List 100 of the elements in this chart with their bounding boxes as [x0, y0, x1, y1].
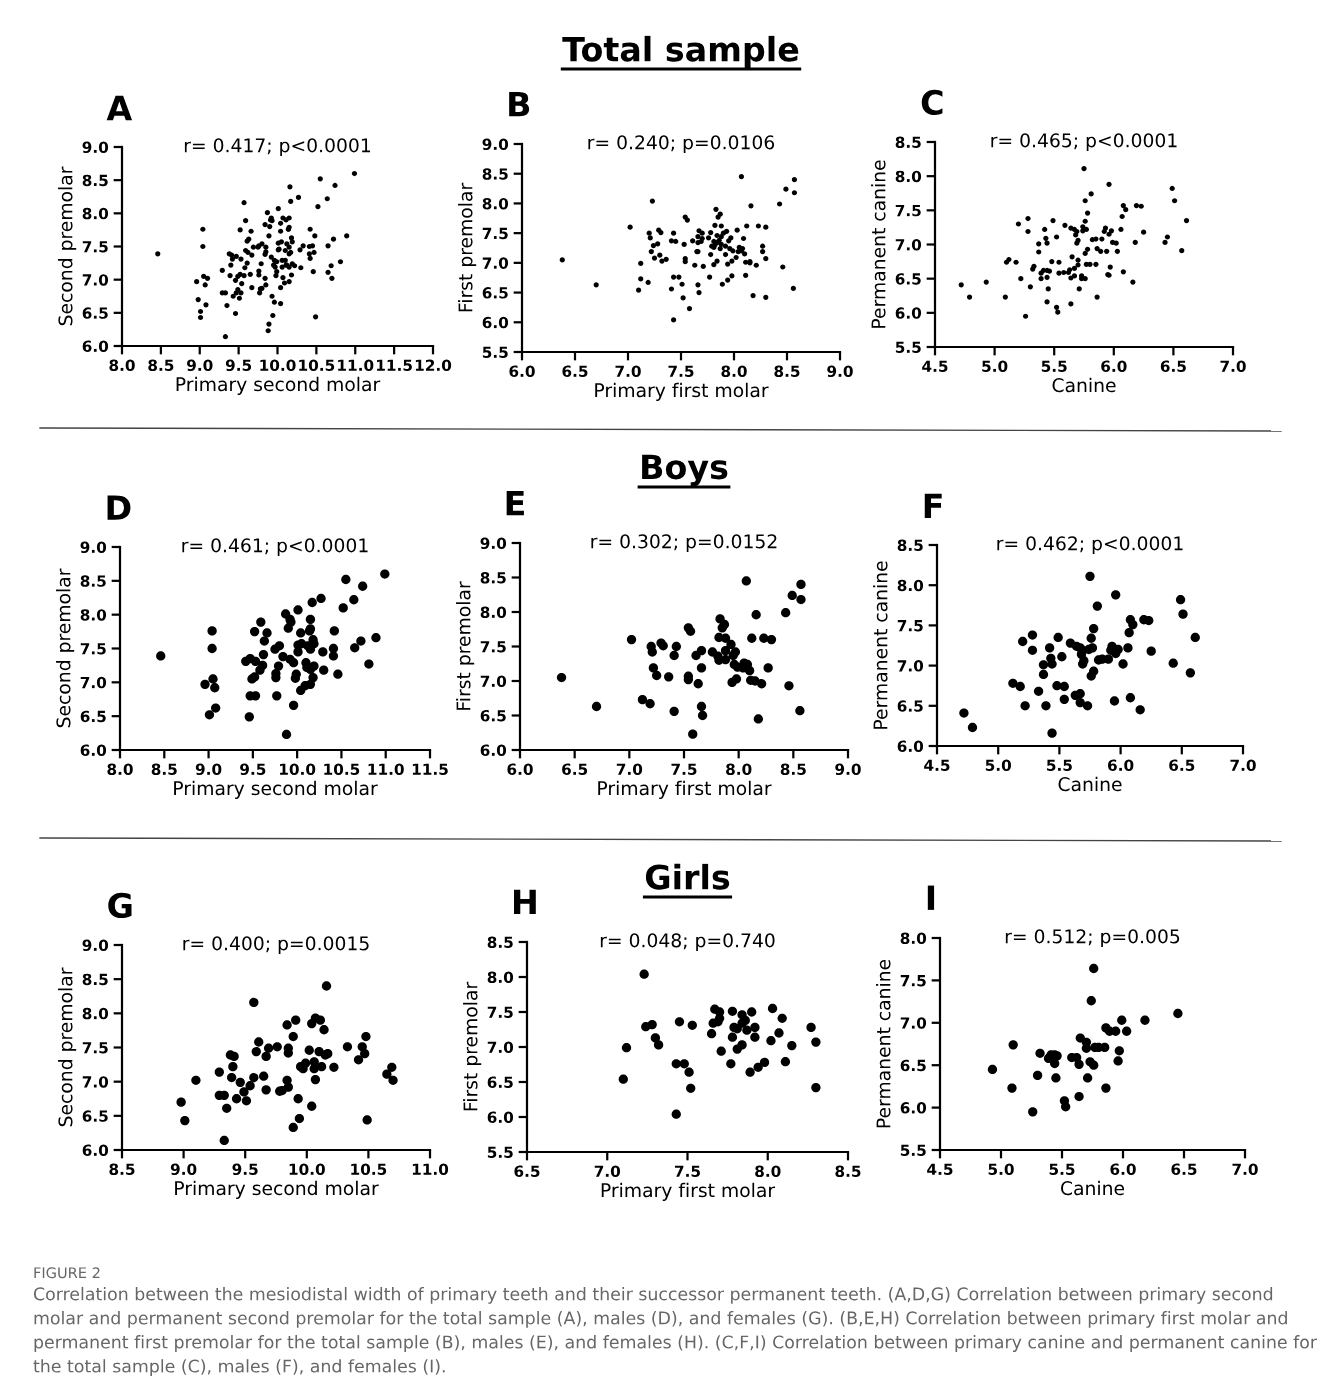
y-tick-label: 7.5 [487, 1006, 513, 1019]
y-tick-label: 8.0 [82, 207, 109, 220]
x-tick-label: 6.5 [514, 1165, 540, 1178]
x-tick-label: 6.5 [1171, 1163, 1197, 1176]
x-tick-label: 10.5 [324, 763, 360, 776]
x-tick-label: 12.0 [415, 359, 452, 372]
chart-subtitle: Total sample [562, 35, 799, 69]
x-axis-title: Primary second molar [175, 1180, 379, 1199]
x-tick-label: 7.0 [1220, 360, 1246, 373]
x-tick-label: 8.0 [721, 365, 747, 378]
x-axis-title: Primary second molar [176, 376, 381, 395]
y-tick-label: 7.0 [897, 660, 924, 672]
y-tick-label: 6.0 [487, 1111, 514, 1124]
y-tick-label: 6.0 [482, 316, 509, 329]
annotation: r= 0.048; p=0.740 [600, 933, 775, 952]
y-axis-title: First premolar [458, 182, 477, 312]
x-axis-title: Canine [1061, 1180, 1125, 1196]
x-tick-label: 9.0 [827, 365, 853, 378]
x-tick-label: 5.5 [1049, 1163, 1075, 1176]
x-axis-title: Canine [1058, 776, 1122, 792]
chart-title: A [106, 95, 133, 121]
x-tick-label: 8.5 [774, 365, 800, 378]
x-tick-label: 6.5 [562, 763, 588, 776]
y-tick-label: 7.5 [80, 643, 106, 655]
x-tick-label: 11.0 [412, 1163, 449, 1176]
x-tick-label: 8.5 [148, 359, 174, 372]
y-tick-label: 7.0 [895, 238, 922, 251]
y-axis-title: Second premolar [56, 568, 75, 728]
y-tick-label: 9.0 [82, 939, 109, 952]
x-axis-title: Primary first molar [601, 1182, 776, 1201]
x-tick-label: 5.5 [1047, 759, 1072, 772]
x-tick-label: 9.0 [170, 1163, 197, 1176]
y-tick-label: 6.0 [480, 744, 507, 757]
x-axis-title: Canine [1052, 377, 1116, 393]
y-axis-title: Permanent canine [871, 160, 886, 328]
x-tick-label: 10.5 [351, 1163, 387, 1176]
x-tick-label: 7.0 [1230, 759, 1256, 772]
x-tick-label: 6.0 [1108, 759, 1134, 772]
y-axis-title: Permanent canine [876, 959, 891, 1128]
x-tick-label: 9.0 [187, 359, 213, 372]
chart-title: B [509, 91, 530, 117]
annotation: r= 0.462; p<0.0001 [997, 536, 1183, 555]
y-tick-label: 6.0 [895, 307, 922, 319]
x-tick-label: 10.0 [280, 763, 316, 776]
y-axis-title: Permanent canine [873, 561, 888, 729]
chart-subtitle: Boys [642, 454, 728, 487]
y-axis-title: Second premolar [58, 166, 77, 326]
y-tick-label: 7.0 [82, 1076, 109, 1088]
y-tick-label: 9.0 [480, 537, 507, 550]
y-tick-label: 5.5 [482, 346, 508, 359]
y-tick-label: 9.0 [80, 541, 107, 554]
y-tick-label: 8.5 [82, 973, 108, 986]
y-tick-label: 6.5 [480, 709, 506, 722]
y-tick-label: 7.0 [82, 274, 109, 286]
chart-title: C [921, 89, 943, 116]
x-axis-title: Primary first molar [595, 382, 769, 401]
x-tick-label: 5.0 [988, 1163, 1014, 1176]
chart-title: H [514, 889, 536, 915]
y-tick-label: 8.5 [487, 936, 513, 949]
y-tick-label: 6.0 [82, 1144, 109, 1157]
x-tick-label: 5.0 [982, 360, 1008, 373]
annotation: r= 0.417; p<0.0001 [184, 138, 371, 157]
x-tick-label: 8.0 [755, 1165, 781, 1178]
x-axis-title: Primary second molar [174, 780, 378, 799]
x-tick-label: 7.5 [671, 763, 697, 776]
annotation: r= 0.240; p=0.0106 [588, 135, 775, 154]
annotation: r= 0.461; p<0.0001 [182, 538, 368, 557]
y-tick-label: 6.5 [900, 1059, 926, 1072]
y-tick-label: 8.5 [80, 575, 106, 587]
y-tick-label: 5.5 [900, 1144, 926, 1157]
annotation: r= 0.302; p=0.0152 [591, 534, 777, 553]
x-tick-label: 6.0 [1110, 1163, 1136, 1176]
x-tick-label: 6.0 [507, 763, 533, 776]
chart-subtitle: Girls [645, 863, 730, 890]
caption: FIGURE 2 [34, 1267, 100, 1279]
x-tick-label: 8.5 [835, 1165, 861, 1178]
y-tick-label: 6.0 [897, 740, 924, 753]
y-tick-label: 8.5 [480, 571, 506, 584]
x-tick-label: 4.5 [922, 360, 948, 373]
y-tick-label: 7.5 [900, 975, 926, 987]
x-tick-label: 6.0 [509, 365, 535, 378]
annotation: r= 0.465; p<0.0001 [991, 133, 1177, 152]
chart-title: E [506, 491, 524, 516]
y-tick-label: 8.0 [480, 606, 507, 619]
chart-title: D [107, 495, 131, 520]
x-tick-label: 9.0 [835, 763, 861, 776]
y-tick-label: 6.0 [80, 744, 107, 757]
x-tick-label: 8.5 [780, 763, 806, 776]
y-tick-label: 7.5 [480, 641, 506, 653]
x-tick-label: 10.5 [299, 359, 335, 372]
x-tick-label: 11.5 [412, 763, 448, 776]
y-tick-label: 8.0 [80, 609, 107, 621]
x-tick-label: 7.0 [1232, 1163, 1258, 1176]
x-tick-label: 11.5 [377, 359, 412, 372]
chart-title: I [927, 885, 935, 910]
x-tick-label: 10.0 [289, 1163, 325, 1176]
y-tick-label: 5.5 [487, 1146, 513, 1159]
x-tick-label: 5.5 [1041, 360, 1067, 373]
x-tick-label: 7.0 [616, 763, 643, 776]
x-tick-label: 10.0 [260, 359, 296, 372]
